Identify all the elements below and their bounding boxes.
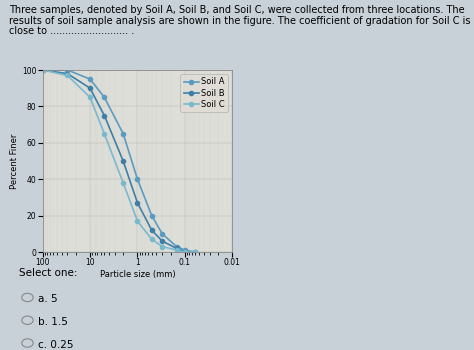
- Text: close to .......................... .: close to .......................... .: [9, 26, 135, 36]
- Y-axis label: Percent Finer: Percent Finer: [10, 133, 19, 189]
- Text: c. 0.25: c. 0.25: [38, 340, 73, 350]
- Legend: Soil A, Soil B, Soil C: Soil A, Soil B, Soil C: [180, 74, 228, 112]
- X-axis label: Particle size (mm): Particle size (mm): [100, 270, 175, 279]
- Text: results of soil sample analysis are shown in the figure. The coefficient of grad: results of soil sample analysis are show…: [9, 16, 471, 26]
- Text: Three samples, denoted by Soil A, Soil B, and Soil C, were collected from three : Three samples, denoted by Soil A, Soil B…: [9, 5, 465, 15]
- Text: Select one:: Select one:: [19, 268, 77, 278]
- Text: a. 5: a. 5: [38, 294, 57, 304]
- Text: b. 1.5: b. 1.5: [38, 317, 68, 327]
